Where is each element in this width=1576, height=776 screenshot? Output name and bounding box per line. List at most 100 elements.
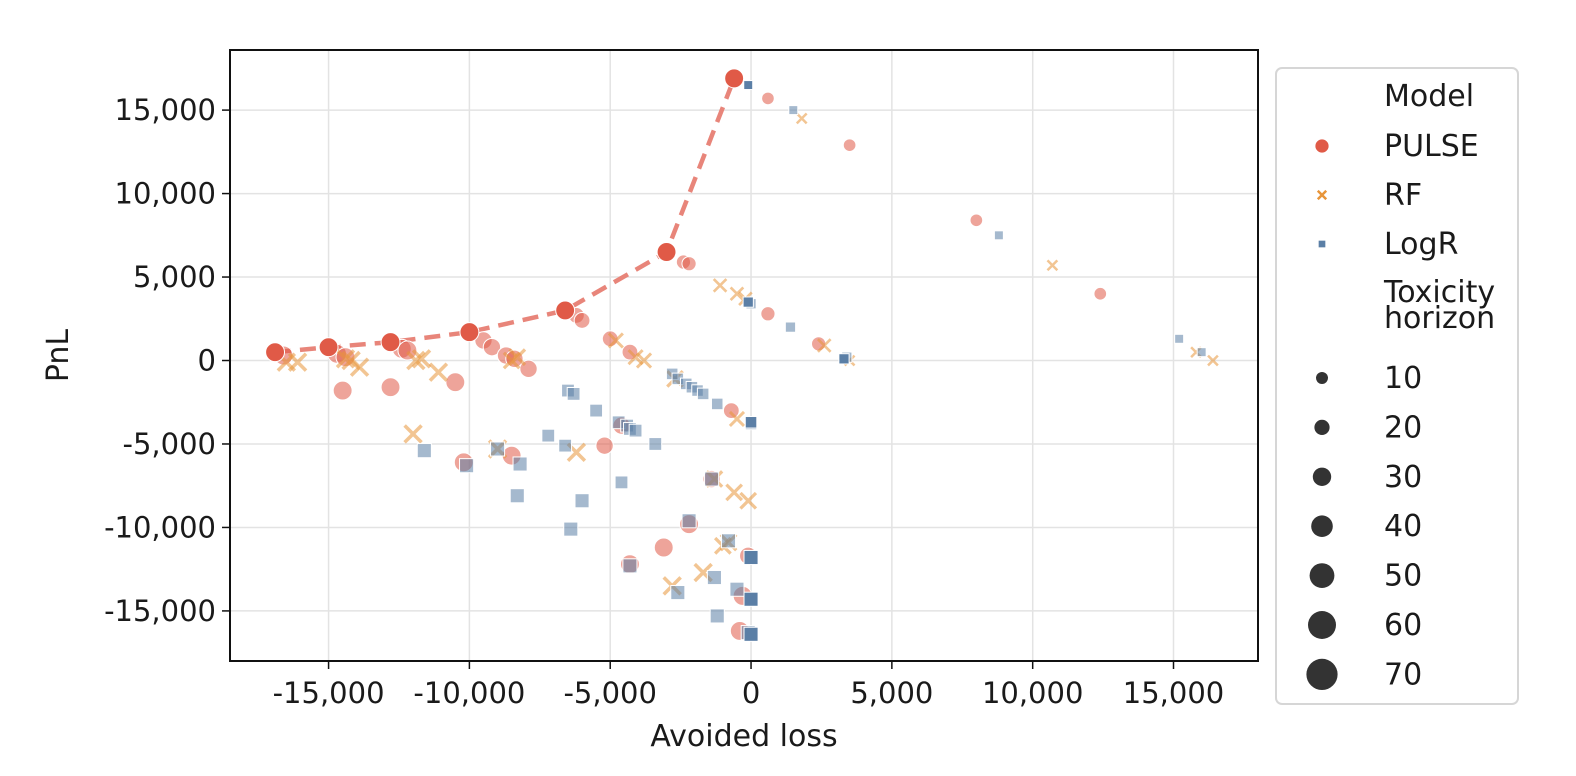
logr-point	[566, 386, 581, 401]
legend-size-marker	[1311, 515, 1333, 537]
pulse-point	[380, 377, 401, 398]
rf-point	[795, 112, 808, 125]
rf-point	[508, 348, 527, 367]
rf-point	[728, 410, 746, 428]
pulse-point	[653, 537, 674, 558]
pulse-point	[380, 332, 401, 353]
logr-point	[744, 416, 758, 429]
pulse-frontier	[274, 77, 737, 355]
pulse-point	[761, 91, 775, 106]
legend-size-label: 60	[1384, 608, 1422, 643]
logr-point	[742, 296, 754, 308]
logr-point	[993, 230, 1004, 241]
legend-size-label: 30	[1384, 460, 1422, 495]
logr-point	[563, 521, 579, 537]
y-axis-ticks: -15,000 -10,000 -5,000 0 5,000 10,000 15,000	[104, 93, 230, 628]
legend-size-marker	[1308, 611, 1336, 639]
legend-size-label: 50	[1384, 559, 1422, 594]
logr-point	[784, 321, 797, 333]
logr-point	[696, 387, 710, 401]
legend-label-pulse: PULSE	[1384, 129, 1479, 164]
legend-size-label: 20	[1384, 410, 1422, 445]
pulse-point	[595, 436, 614, 455]
pulse-point	[969, 213, 984, 228]
y-tick-label: 10,000	[115, 177, 216, 211]
legend-label-logr: LogR	[1384, 227, 1458, 262]
rf-point	[1046, 259, 1059, 272]
legend-size-label: 10	[1384, 361, 1422, 396]
rf-point	[607, 332, 624, 349]
pulse-point	[1093, 286, 1108, 301]
legend-label-rf: RF	[1384, 178, 1422, 213]
pulse-point	[318, 337, 339, 358]
logr-point	[558, 438, 573, 453]
legend-marker-logr	[1317, 239, 1327, 249]
logr-point	[743, 80, 754, 91]
x-tick-label: 0	[742, 676, 760, 710]
logr-point	[743, 591, 759, 607]
pulse-point	[842, 138, 857, 152]
pulse-point	[332, 380, 353, 401]
x-tick-label: -10,000	[413, 676, 525, 710]
legend-marker-rf	[1316, 189, 1328, 201]
pulse-point	[722, 402, 740, 419]
legend-marker-pulse	[1314, 138, 1330, 154]
logr-point	[614, 475, 629, 490]
y-tick-label: -10,000	[104, 510, 216, 544]
rf-point	[729, 286, 745, 302]
logr-point	[743, 626, 759, 642]
rf-point	[411, 349, 432, 369]
x-tick-label: 10,000	[982, 676, 1083, 710]
y-tick-label: -15,000	[104, 594, 216, 628]
legend-title-model: Model	[1384, 79, 1474, 114]
logr-point	[743, 549, 759, 566]
rf-point	[1207, 354, 1219, 367]
pulse-point	[724, 68, 745, 89]
x-tick-label: 15,000	[1123, 676, 1224, 710]
rf-point	[816, 338, 832, 353]
rf-point	[287, 352, 308, 372]
logr-point	[709, 608, 725, 624]
x-axis-label: Avoided loss	[650, 719, 837, 754]
pulse-point	[265, 342, 286, 363]
legend-size-marker	[1312, 467, 1332, 486]
pulse-frontier-line	[274, 77, 737, 355]
logr-point	[490, 441, 506, 457]
logr-point	[720, 533, 737, 549]
legend-title-horizon: Toxicity	[1383, 275, 1495, 310]
legend-box	[1275, 67, 1519, 705]
rf-point	[428, 362, 449, 382]
logr-point	[1196, 347, 1207, 358]
rf-point	[349, 357, 370, 377]
x-tick-label: -5,000	[563, 676, 657, 710]
legend-size-marker	[1309, 563, 1335, 588]
rf-point	[335, 349, 356, 369]
grid-lines	[230, 50, 1258, 661]
logr-point	[622, 558, 638, 574]
logr-point	[648, 437, 663, 451]
logr-point	[1174, 333, 1185, 344]
logr-point	[788, 105, 799, 116]
logr-point	[416, 443, 432, 459]
logr-point	[574, 493, 590, 509]
pulse-point	[445, 372, 466, 393]
y-axis-label: PnL	[41, 329, 76, 383]
legend-size-marker	[1316, 372, 1328, 384]
rf-point	[635, 352, 653, 369]
logr-point	[509, 488, 525, 504]
logr-point	[512, 456, 528, 472]
legend-size-marker	[1306, 658, 1338, 691]
logr-point	[541, 428, 556, 443]
pulse-point	[482, 337, 502, 357]
rf-point	[712, 278, 728, 293]
y-tick-label: -5,000	[123, 427, 217, 461]
logr-point	[670, 585, 686, 601]
x-tick-label: -15,000	[273, 676, 385, 710]
logr-point	[729, 581, 745, 597]
logr-point	[706, 569, 722, 586]
pulse-point	[459, 322, 480, 343]
pulse-point	[760, 306, 776, 322]
legend-size-marker	[1314, 419, 1330, 435]
